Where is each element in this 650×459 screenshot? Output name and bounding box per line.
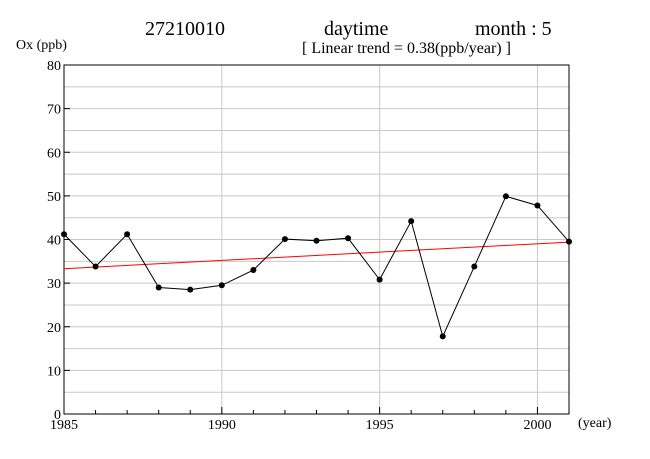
data-point <box>502 193 509 200</box>
data-point <box>92 263 99 270</box>
data-point <box>124 231 131 238</box>
data-point <box>408 218 415 225</box>
station-id: 27210010 <box>145 18 225 40</box>
data-point <box>61 231 67 238</box>
x-axis-unit: (year) <box>578 416 612 431</box>
y-axis-label: Ox (ppb) <box>16 38 67 53</box>
data-point <box>439 333 446 340</box>
y-tick-label: 80 <box>47 59 61 74</box>
y-tick-label: 70 <box>47 103 61 118</box>
y-tick-label: 30 <box>47 277 61 292</box>
data-point <box>566 238 572 245</box>
data-point <box>250 267 257 274</box>
month-label: month : 5 <box>475 18 552 40</box>
y-tick-label: 20 <box>47 321 61 336</box>
y-tick-label: 50 <box>47 190 61 205</box>
data-point <box>471 263 478 270</box>
data-point <box>376 276 383 283</box>
data-point <box>345 235 352 242</box>
y-tick-label: 60 <box>47 146 61 161</box>
y-tick-label: 10 <box>47 364 61 379</box>
y-tick-label: 40 <box>47 234 61 249</box>
data-point <box>281 236 288 243</box>
trend-line <box>63 241 570 270</box>
data-point <box>155 284 162 291</box>
x-tick-label: 2000 <box>523 418 551 433</box>
data-point <box>218 282 225 289</box>
period-label: daytime <box>324 18 389 40</box>
data-point <box>187 286 194 293</box>
data-point <box>534 202 541 209</box>
x-tick-label: 1985 <box>50 418 78 433</box>
x-tick-label: 1990 <box>208 418 236 433</box>
y-tick-label: 0 <box>54 408 61 423</box>
x-tick-label: 1995 <box>366 418 394 433</box>
trend-annotation: [ Linear trend = 0.38(ppb/year) ] <box>302 40 511 57</box>
data-point <box>313 237 320 244</box>
